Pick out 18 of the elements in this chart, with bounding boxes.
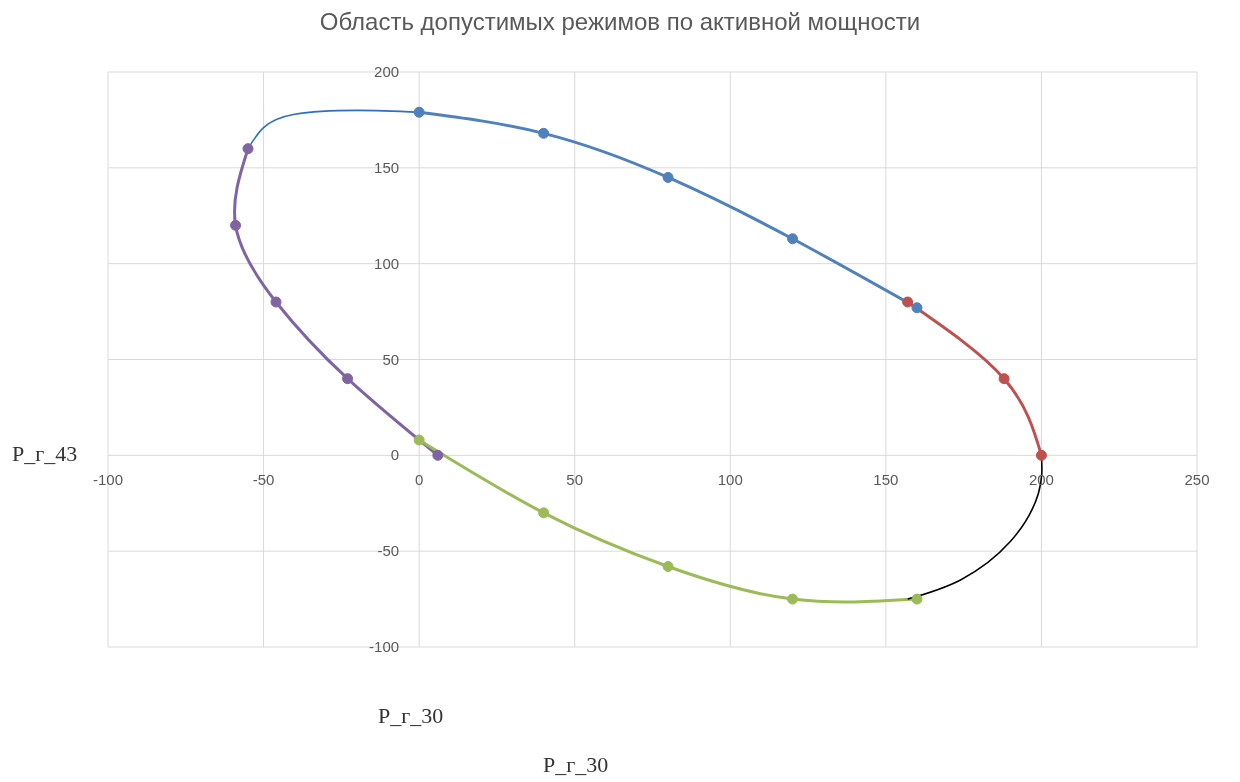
y-tick-label: 0 [389,446,400,464]
x-tick-label: 150 [872,471,900,489]
y-axis-title: P_г_43 [12,441,78,468]
x-tick-label: 100 [716,471,744,489]
y-tick-label: -100 [368,638,400,655]
x-tick-label: 50 [565,471,585,489]
text: P_г_30 [543,752,609,778]
y-tick-label: 200 [373,63,400,80]
x-tick-label: -50 [251,471,276,489]
y-tick-label: 50 [381,350,400,368]
x-tick-label: 0 [413,471,425,489]
x-axis-title: P_г_30 [378,703,444,729]
chart-title: Область допустимых режимов по активной мощности [318,8,922,36]
y-tick-label: -50 [376,542,400,560]
x-tick-label: -100 [92,471,124,489]
x-tick-label: 250 [1183,471,1211,489]
y-tick-label: 100 [373,254,400,272]
y-tick-label: 150 [373,158,400,176]
